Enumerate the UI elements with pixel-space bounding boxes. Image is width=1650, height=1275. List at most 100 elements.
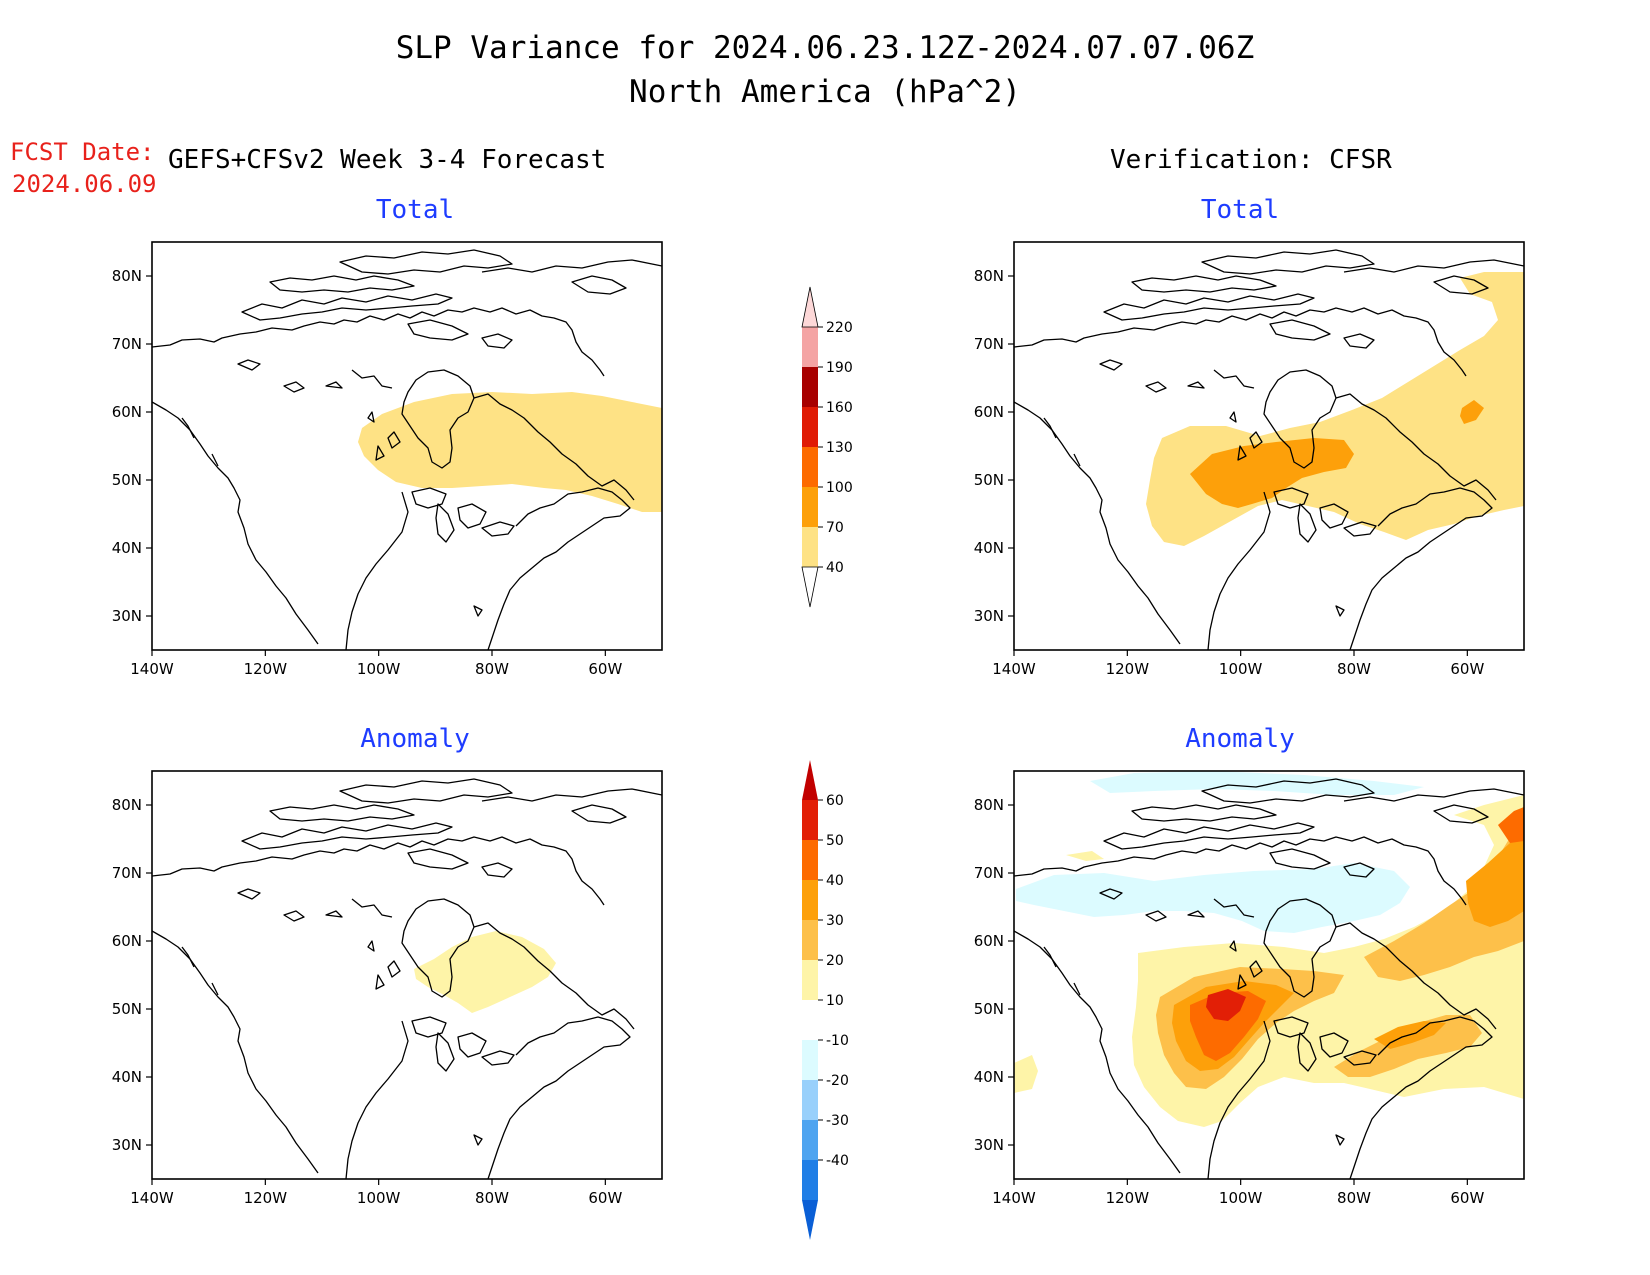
colorbar-anomaly-label: -20 [826,1073,849,1089]
lon-tick-label: 100W [1219,1189,1263,1207]
lon-tick-label: 140W [130,1189,174,1207]
lat-tick-label: 70N [112,335,142,353]
lon-tick-label: 120W [244,660,288,678]
panel-fcst-total-title: Total [376,195,454,225]
colorbar-anomaly-label: 10 [826,993,844,1009]
lon-tick-label: 140W [992,1189,1036,1207]
colorbar-anomaly-box [802,800,818,840]
lat-tick-label: 40N [112,1068,142,1086]
map-panel-verification-total [1013,241,1525,651]
panel-fcst-anomaly-title: Anomaly [360,724,470,754]
lat-tick-label: 80N [974,796,1004,814]
lat-tick-label: 60N [974,403,1004,421]
lat-tick-label: 30N [112,1136,142,1154]
shade-neg10 [1016,863,1410,933]
verification-column-title: Verification: CFSR [1110,145,1392,175]
lat-tick-label: 40N [974,539,1004,557]
colorbar-total-label: 100 [826,480,853,496]
colorbar-total-label: 190 [826,360,853,376]
colorbar-total-label: 70 [826,520,844,536]
colorbar-anomaly-box [802,1120,818,1160]
colorbar-anomaly-box [802,920,818,960]
lat-tick-label: 70N [974,864,1004,882]
colorbar-total-box [802,487,818,527]
lat-tick-label: 50N [112,471,142,489]
lon-tick-label: 100W [357,660,401,678]
colorbar-total-box [802,367,818,407]
lat-tick-label: 40N [974,1068,1004,1086]
colorbar-total-label: 130 [826,440,853,456]
lat-tick-label: 30N [974,1136,1004,1154]
lat-tick-label: 80N [112,267,142,285]
colorbar-total-box [802,447,818,487]
lat-tick-label: 60N [112,932,142,950]
colorbar-anomaly-box [802,1080,818,1120]
colorbar-anomaly-bottom-arrow [802,1200,818,1240]
lon-tick-label: 80W [475,660,509,678]
colorbar-total-label: 160 [826,400,853,416]
colorbar-total-label: 220 [826,320,853,336]
fcst-date: 2024.06.09 [12,170,157,198]
shade-30 [1466,829,1524,927]
lon-tick-label: 120W [1106,1189,1150,1207]
lon-tick-label: 80W [1337,1189,1371,1207]
shade-70 [1460,400,1484,424]
lon-tick-label: 120W [244,1189,288,1207]
colorbar-total-label: 40 [826,560,844,576]
colorbar-total-box [802,407,818,447]
lon-tick-label: 100W [357,1189,401,1207]
colorbar-anomaly-box [802,1160,818,1200]
shade-40 [1498,807,1524,843]
panel-frame [151,770,663,1180]
lon-tick-label: 100W [1219,660,1263,678]
panel-verif-total-title: Total [1201,195,1279,225]
lon-tick-label: 120W [1106,660,1150,678]
lon-tick-label: 80W [475,1189,509,1207]
lat-tick-label: 80N [112,796,142,814]
lon-tick-label: 140W [130,660,174,678]
colorbar-anomaly-box [802,1000,818,1040]
lat-tick-label: 70N [974,335,1004,353]
lon-tick-label: 140W [992,660,1036,678]
map-panel-forecast-total [151,241,663,651]
colorbar-anomaly-label: 30 [826,913,844,929]
map-panel-forecast-anomaly [151,770,663,1180]
shade-20 [1364,815,1524,981]
lon-tick-label: 80W [1337,660,1371,678]
shade-40 [358,392,662,512]
colorbar-total-top-arrow [801,286,819,328]
axis-labels: 140W 120W 100W 80W 60W 80N 70N 60N 50N 40N 30N 140W… [112,267,1485,1207]
colorbar-total-box [802,527,818,567]
colorbar-anomaly-label: -30 [826,1113,849,1129]
lat-tick-label: 30N [112,607,142,625]
panel-frame [1013,770,1525,1180]
panel-frame [1013,241,1525,651]
colorbar-total: 40 70 100 130 160 190 220 [801,286,853,608]
lat-tick-label: 60N [112,403,142,421]
fcst-label: FCST Date: [10,138,155,166]
colorbar-anomaly-label: 50 [826,833,844,849]
shade-50 [1206,989,1246,1021]
shade-neg10 [1090,771,1424,795]
colorbar-anomaly-box [802,880,818,920]
colorbar-anomaly-box [802,840,818,880]
shade-10 [1066,851,1104,861]
lat-tick-label: 60N [974,932,1004,950]
colorbar-total-bottom-arrow [801,566,819,608]
lat-tick-label: 70N [112,864,142,882]
lat-tick-label: 80N [974,267,1004,285]
colorbar-total-box [802,327,818,367]
shade-10 [1014,1055,1038,1093]
panel-frame [151,241,663,651]
map-panel-verification-anomaly [1013,770,1525,1180]
colorbar-anomaly-label: -40 [826,1153,849,1169]
lat-tick-label: 40N [112,539,142,557]
colorbar-anomaly-box [802,1040,818,1080]
shade-10 [414,931,556,1013]
colorbar-anomaly-label: -10 [826,1033,849,1049]
lon-tick-label: 60W [1450,660,1484,678]
lat-tick-label: 30N [974,607,1004,625]
lat-tick-label: 50N [112,1000,142,1018]
figure-title: SLP Variance for 2024.06.23.12Z-2024.07.… [396,30,1255,66]
